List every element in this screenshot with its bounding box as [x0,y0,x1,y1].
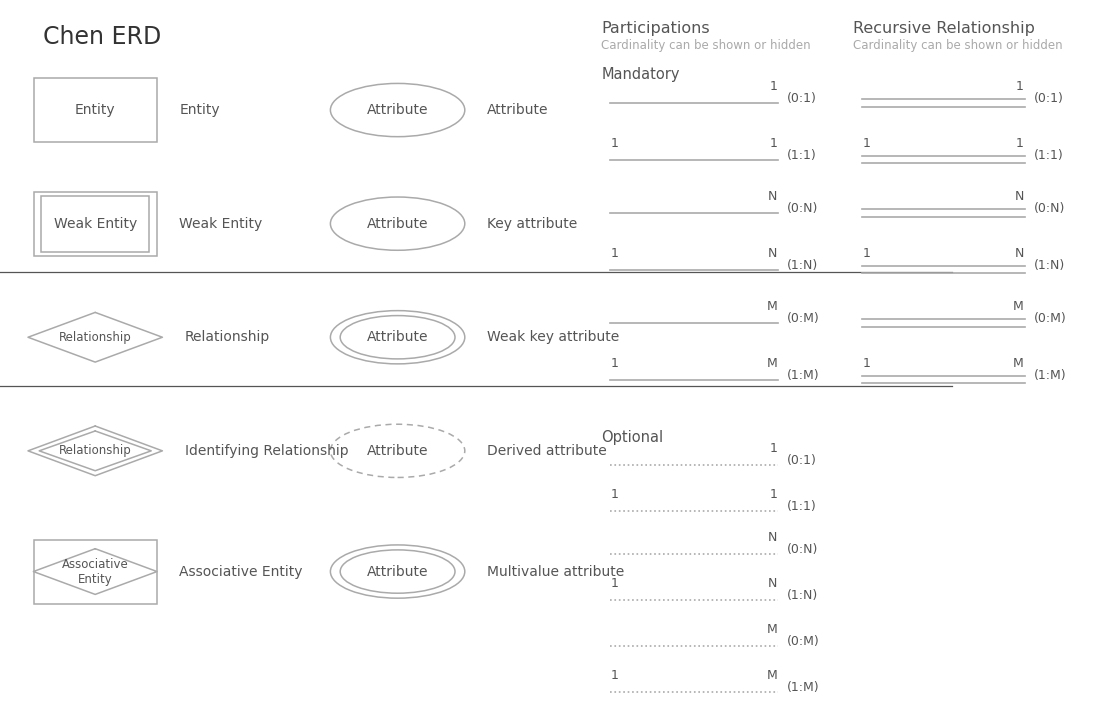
Text: Attribute: Attribute [487,103,549,117]
Text: (0:N): (0:N) [1034,202,1065,215]
Text: Derived attribute: Derived attribute [487,444,607,458]
Text: Associative Entity: Associative Entity [179,564,302,579]
Text: N: N [1015,247,1024,260]
Ellipse shape [330,84,465,136]
Text: Attribute: Attribute [367,564,428,579]
Text: (1:1): (1:1) [787,501,818,513]
Text: M: M [766,300,777,313]
Text: (1:M): (1:M) [1034,369,1066,382]
Text: M: M [1012,357,1024,370]
Bar [34,192,157,256]
Ellipse shape [330,425,465,478]
Text: Cardinality can be shown or hidden: Cardinality can be shown or hidden [853,39,1063,52]
Text: (1:M): (1:M) [787,369,820,382]
Text: 1: 1 [610,488,618,501]
Text: Attribute: Attribute [367,103,428,117]
Text: Chen ERD: Chen ERD [43,25,161,49]
Text: 1: 1 [610,357,618,370]
Text: N: N [768,531,777,544]
Text: Weak Entity: Weak Entity [179,217,262,231]
Text: Multivalue attribute: Multivalue attribute [487,564,625,579]
Bar [34,78,157,142]
Text: Optional: Optional [601,430,663,444]
Text: (1:1): (1:1) [1034,149,1064,162]
Text: 1: 1 [610,247,618,260]
Text: Entity: Entity [75,103,115,117]
Text: 1: 1 [769,80,777,93]
Text: (0:1): (0:1) [787,454,818,467]
Text: Recursive Relationship: Recursive Relationship [853,21,1035,36]
Text: Relationship: Relationship [185,330,270,344]
Text: Weak key attribute: Weak key attribute [487,330,619,344]
Text: Relationship: Relationship [59,444,131,457]
Text: Entity: Entity [179,103,220,117]
Text: Associative
Entity: Associative Entity [62,557,129,586]
Text: 1: 1 [1016,137,1024,150]
Text: 1: 1 [1016,80,1024,93]
Text: (1:N): (1:N) [787,589,819,602]
Text: (1:N): (1:N) [1034,259,1065,272]
Text: (1:N): (1:N) [787,259,819,272]
Text: 1: 1 [862,247,870,260]
Text: 1: 1 [610,577,618,590]
Text: Weak Entity: Weak Entity [54,217,137,231]
Text: Participations: Participations [601,21,710,36]
Text: N: N [768,247,777,260]
Text: Mandatory: Mandatory [601,67,680,82]
Text: Attribute: Attribute [367,330,428,344]
Text: 1: 1 [769,137,777,150]
Text: 1: 1 [610,137,618,150]
Text: (1:M): (1:M) [787,682,820,694]
Text: Cardinality can be shown or hidden: Cardinality can be shown or hidden [601,39,811,52]
Text: M: M [1012,300,1024,313]
Text: 1: 1 [862,137,870,150]
Text: Identifying Relationship: Identifying Relationship [185,444,348,458]
Ellipse shape [330,311,465,364]
Text: (0:M): (0:M) [1034,312,1066,325]
Text: N: N [1015,190,1024,203]
Text: (0:1): (0:1) [787,92,818,105]
Bar [41,196,149,251]
Text: 1: 1 [769,488,777,501]
Ellipse shape [330,197,465,250]
Text: (0:1): (0:1) [1034,92,1064,105]
Text: 1: 1 [610,670,618,682]
Text: Key attribute: Key attribute [487,217,578,231]
Text: (0:N): (0:N) [787,202,819,215]
Bar [34,540,157,604]
Text: Attribute: Attribute [367,217,428,231]
Text: N: N [768,577,777,590]
Text: (0:M): (0:M) [787,312,820,325]
Text: 1: 1 [769,442,777,455]
Text: (0:M): (0:M) [787,635,820,648]
Text: (1:1): (1:1) [787,149,818,162]
Text: M: M [766,623,777,636]
Text: Relationship: Relationship [59,331,131,344]
Text: M: M [766,670,777,682]
Text: Attribute: Attribute [367,444,428,458]
Ellipse shape [330,545,465,598]
Text: 1: 1 [862,357,870,370]
Text: N: N [768,190,777,203]
Text: (0:N): (0:N) [787,543,819,556]
Text: M: M [766,357,777,370]
